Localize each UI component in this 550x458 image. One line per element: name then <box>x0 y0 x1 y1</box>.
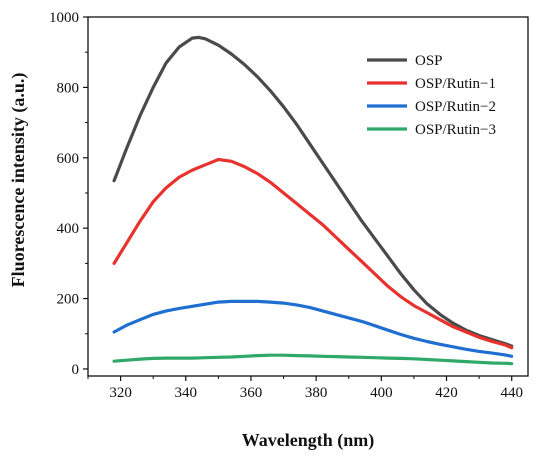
series-lines <box>112 35 514 366</box>
x-tick-label: 420 <box>435 385 458 401</box>
y-tick-label: 200 <box>57 292 80 308</box>
series-line-4 <box>112 353 514 366</box>
series-line-1 <box>112 35 514 348</box>
legend: OSP OSP/Rutin−1 OSP/Rutin−2 OSP/Rutin−3 <box>367 53 496 138</box>
y-tick-label: 0 <box>72 362 80 378</box>
x-tick-label: 440 <box>500 385 523 401</box>
series-line-3 <box>112 299 514 358</box>
y-tick-label: 600 <box>57 151 80 167</box>
plot-frame <box>87 16 529 377</box>
legend-label-2: OSP/Rutin−1 <box>415 76 496 92</box>
y-axis-ticks: 0 200 400 600 800 1000 <box>49 10 88 378</box>
legend-label-4: OSP/Rutin−3 <box>415 122 496 138</box>
y-tick-label: 800 <box>57 80 80 96</box>
y-tick-label: 1000 <box>49 10 79 26</box>
x-tick-label: 320 <box>109 385 132 401</box>
x-axis-ticks: 320 340 360 380 400 420 440 <box>87 376 523 401</box>
x-axis-title: Wavelength (nm) <box>242 430 375 451</box>
legend-label-3: OSP/Rutin−2 <box>415 99 496 115</box>
x-tick-label: 340 <box>175 385 198 401</box>
legend-label-1: OSP <box>415 53 443 69</box>
plot-border <box>87 16 529 377</box>
x-tick-label: 360 <box>240 385 263 401</box>
x-tick-label: 380 <box>305 385 328 401</box>
y-tick-label: 400 <box>57 221 80 237</box>
series-line-2 <box>112 157 514 350</box>
y-axis-title: Fluorescence intensity (a.u.) <box>8 73 29 288</box>
x-tick-label: 400 <box>370 385 393 401</box>
